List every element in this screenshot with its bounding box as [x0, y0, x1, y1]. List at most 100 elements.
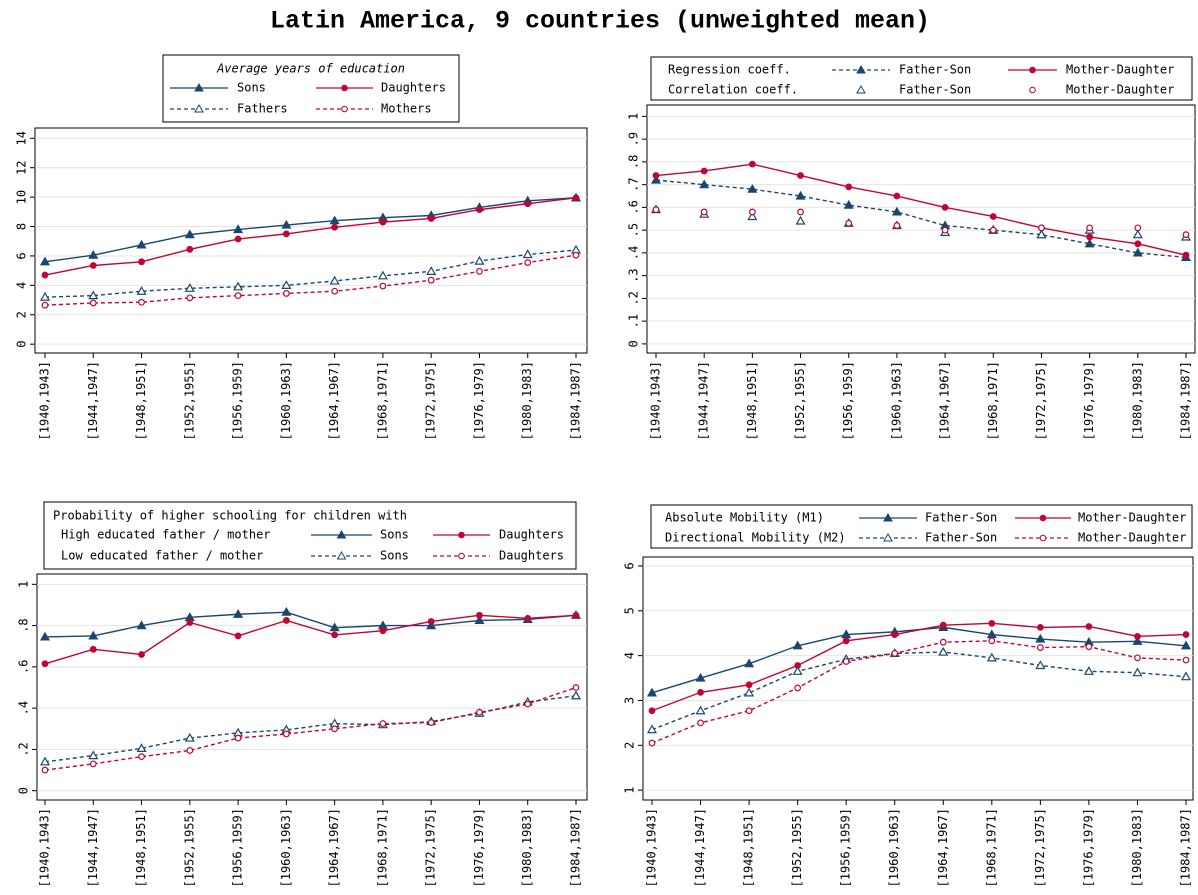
legend-marker — [458, 531, 465, 539]
series-line — [44, 254, 577, 306]
plot-area — [36, 573, 588, 801]
marker — [1182, 656, 1190, 664]
marker — [1036, 623, 1044, 631]
marker — [39, 291, 51, 301]
x-tick-label: [1976,1979] — [1081, 808, 1095, 887]
marker — [1134, 224, 1142, 232]
x-tick-label: [1964,1967] — [327, 808, 341, 887]
marker — [427, 618, 435, 625]
series-line — [655, 179, 1187, 259]
marker — [474, 255, 485, 265]
marker — [572, 684, 580, 691]
x-tick-label: [1972,1975] — [424, 808, 438, 887]
marker — [1132, 667, 1143, 677]
x-tick-label: [1956,1959] — [231, 808, 245, 887]
marker — [792, 640, 803, 650]
marker — [1180, 640, 1192, 650]
marker — [1083, 666, 1094, 675]
marker — [329, 215, 340, 225]
marker — [1036, 644, 1044, 651]
marker — [1084, 238, 1095, 248]
marker — [695, 672, 706, 682]
marker — [646, 687, 658, 697]
marker — [939, 621, 947, 629]
x-tick-label: [1940,1943] — [645, 808, 659, 887]
y-tick-label: 3 — [623, 697, 637, 704]
marker — [1180, 671, 1192, 681]
marker — [989, 226, 997, 234]
x-tick-label: [1984,1987] — [1179, 361, 1193, 440]
marker — [745, 681, 753, 689]
marker — [282, 730, 290, 738]
y-tick-label: 0 — [15, 341, 29, 348]
y-tick-label: 0 — [17, 787, 31, 794]
x-tick-label: [1960,1963] — [887, 808, 901, 887]
marker — [233, 224, 244, 234]
legend-row-label: Absolute Mobility (M1) — [665, 511, 824, 525]
marker — [233, 281, 244, 291]
marker — [234, 632, 242, 640]
legend-label: Mother-Daughter — [1078, 511, 1186, 525]
marker — [331, 287, 339, 295]
marker — [797, 208, 804, 216]
x-tick-label: [1960,1963] — [889, 361, 903, 440]
marker — [138, 258, 145, 266]
legend-label: Mother-Daughter — [1066, 83, 1174, 97]
x-tick-label: [1980,1983] — [1130, 361, 1144, 440]
panel: 0 2 4 6 8 10 12 14 [1940,1943] [1944,1947] [1948,1… — [15, 54, 588, 440]
legend-label: Mother-Daughter — [1078, 531, 1186, 545]
marker — [1182, 631, 1190, 638]
marker — [1132, 229, 1143, 239]
legend-title: Average years of education — [216, 62, 405, 76]
marker — [572, 251, 580, 259]
legend-label: Father-Son — [925, 511, 997, 525]
marker — [845, 219, 853, 227]
legend-label: Daughters — [499, 528, 564, 542]
marker — [652, 172, 660, 179]
legend-marker — [883, 512, 893, 522]
x-tick-label: [1980,1983] — [1130, 808, 1144, 887]
marker — [138, 298, 145, 306]
legend-label: Sons — [380, 528, 409, 542]
x-tick-label: [1968,1971] — [375, 808, 389, 887]
y-tick-label: .2 — [627, 291, 641, 305]
marker — [281, 280, 292, 289]
marker — [186, 245, 194, 253]
marker — [744, 658, 755, 668]
legend-marker — [856, 64, 866, 74]
y-tick-label: .2 — [17, 742, 31, 756]
series-line — [44, 197, 577, 276]
marker — [41, 766, 49, 774]
marker — [89, 262, 97, 269]
marker — [1134, 240, 1142, 248]
y-tick-label: 1 — [627, 113, 641, 120]
x-tick-label: [1952,1955] — [793, 361, 807, 440]
marker — [88, 290, 99, 300]
legend-marker — [883, 532, 893, 542]
marker — [88, 750, 99, 760]
legend-marker — [194, 103, 204, 113]
x-tick-label: [1984,1987] — [1179, 808, 1193, 887]
marker — [941, 226, 949, 234]
marker — [842, 658, 850, 665]
y-tick-label: 14 — [15, 131, 29, 145]
marker — [1182, 231, 1190, 239]
marker — [282, 290, 290, 297]
figure-title: Latin America, 9 countries (unweighted m… — [270, 7, 930, 36]
x-tick-label: [1972,1975] — [1034, 361, 1048, 440]
legend-marker — [1029, 86, 1036, 94]
panel: 0 .2 .4 .6 .8 1 [1940,1943] [1944,1947] [1948,19… — [17, 501, 588, 887]
marker — [426, 620, 437, 630]
y-tick-label: 5 — [623, 607, 637, 614]
marker — [281, 606, 292, 616]
marker — [1134, 654, 1141, 662]
marker — [650, 174, 662, 184]
x-tick-label: [1968,1971] — [986, 361, 1000, 440]
marker — [234, 734, 242, 742]
marker — [524, 259, 532, 266]
plot-area — [646, 104, 1196, 354]
marker — [1035, 633, 1046, 643]
x-tick-label: [1972,1975] — [1033, 808, 1047, 887]
x-tick-label: [1944,1947] — [697, 361, 711, 440]
